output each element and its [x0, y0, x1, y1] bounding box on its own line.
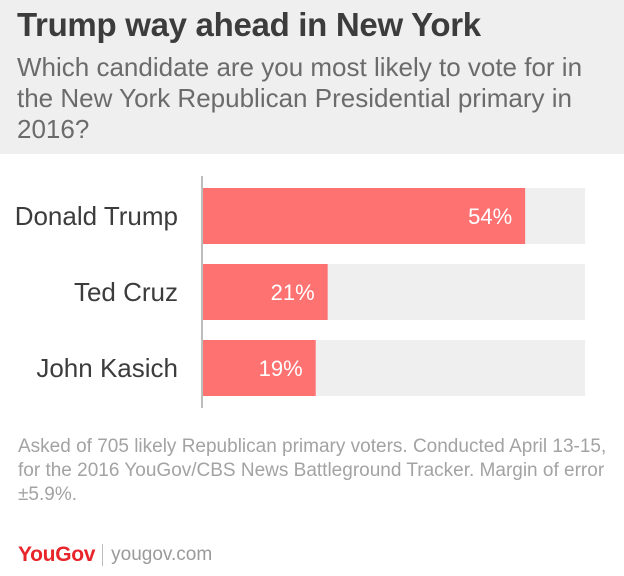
brand-divider [102, 544, 104, 566]
bar-john-kasich [202, 340, 316, 396]
chart-subtitle: Which candidate are you most likely to v… [17, 52, 583, 144]
footnote: Asked of 705 likely Republican primary v… [18, 436, 607, 505]
category-label-donald-trump: Donald Trump [15, 201, 178, 231]
value-label-john-kasich: 19% [259, 356, 303, 381]
yougov-logo[interactable]: YouGov [18, 543, 96, 566]
bar-chart-svg: Donald Trump 54% Ted Cruz 21% John Kasich 19% [15, 176, 585, 408]
category-label-john-kasich: John Kasich [36, 353, 178, 383]
category-label-ted-cruz: Ted Cruz [74, 277, 178, 307]
value-label-donald-trump: 54% [468, 204, 512, 229]
bar-chart: Donald Trump 54% Ted Cruz 21% John Kasich 19% [0, 154, 624, 424]
value-label-ted-cruz: 21% [271, 280, 315, 305]
header-panel: Trump way ahead in New York Which candid… [0, 0, 624, 154]
bar-ted-cruz [202, 264, 328, 320]
brand-footer: YouGov yougov.com [18, 540, 212, 570]
site-link[interactable]: yougov.com [111, 544, 213, 565]
chart-title: Trump way ahead in New York [17, 6, 481, 43]
bar-donald-trump [202, 188, 526, 244]
